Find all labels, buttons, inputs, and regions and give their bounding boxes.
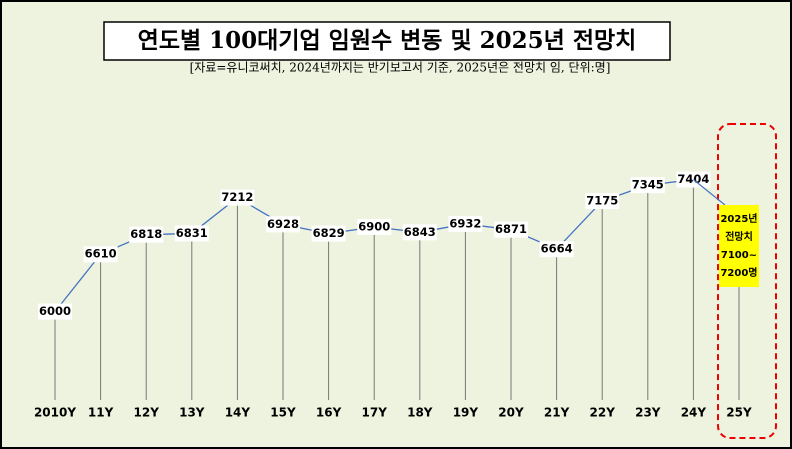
annotation: 7200명 xyxy=(720,266,757,279)
x-tick-label: 13Y xyxy=(179,406,205,420)
x-tick-label: 18Y xyxy=(407,406,433,420)
value-label: 6928 xyxy=(267,217,299,231)
value-label: 6664 xyxy=(541,242,573,256)
value-label: 6610 xyxy=(85,247,117,261)
value-label-bg xyxy=(311,225,346,242)
title-box xyxy=(103,21,671,61)
value-label-bg xyxy=(220,189,255,206)
value-label: 6900 xyxy=(358,219,390,233)
x-tick-label: 19Y xyxy=(453,406,479,420)
x-tick-label: 24Y xyxy=(681,406,707,420)
x-tick-label: 2010Y xyxy=(34,406,76,420)
value-label: 6818 xyxy=(130,227,162,241)
value-label: 6871 xyxy=(495,222,527,236)
value-label-bg xyxy=(539,241,574,258)
x-tick-label: 21Y xyxy=(544,406,570,420)
value-label-bg xyxy=(38,303,72,320)
x-tick-label: 12Y xyxy=(134,406,160,420)
annotation: 7100~ xyxy=(721,250,757,261)
value-label: 6829 xyxy=(313,226,345,240)
value-label-bg xyxy=(357,218,392,235)
x-tick-label: 11Y xyxy=(88,406,114,420)
value-label-bg xyxy=(266,216,300,233)
x-tick-label: 15Y xyxy=(270,406,296,420)
x-tick-label: 16Y xyxy=(316,406,342,420)
annotation: 전망치 xyxy=(725,230,753,243)
chart-title: 연도별 100대기업 임원수 변동 및 2025년 전망치 xyxy=(138,27,637,54)
value-label: 7404 xyxy=(677,172,709,186)
annotation-connector xyxy=(693,179,726,206)
value-label-bg xyxy=(83,246,118,263)
value-label-bg xyxy=(402,224,437,241)
value-label: 7345 xyxy=(632,178,664,192)
x-tick-label: 20Y xyxy=(498,406,524,420)
value-label-bg xyxy=(129,226,164,243)
value-label-bg xyxy=(494,221,528,238)
x-tick-label: 22Y xyxy=(590,406,616,420)
value-label: 6000 xyxy=(39,304,71,318)
x-tick-label: 23Y xyxy=(635,406,661,420)
x-tick-label: 14Y xyxy=(225,406,251,420)
value-label: 7175 xyxy=(586,194,618,208)
x-tick-label: 17Y xyxy=(362,406,388,420)
value-label: 6831 xyxy=(176,226,208,240)
chart-subtitle: [자료=유니코써치, 2024년까지는 반기보고서 기준, 2025년은 전망치… xyxy=(190,61,611,75)
value-label: 6932 xyxy=(449,216,481,230)
annotation-box xyxy=(719,205,759,287)
x-tick-label: 25Y xyxy=(726,406,752,420)
annotation: 2025년 xyxy=(720,212,757,225)
value-label-bg xyxy=(630,177,665,194)
value-label: 6843 xyxy=(404,225,436,239)
value-label-bg xyxy=(448,215,483,232)
value-label-bg xyxy=(585,193,620,210)
value-label: 7212 xyxy=(221,190,253,204)
value-label-bg xyxy=(174,225,209,242)
